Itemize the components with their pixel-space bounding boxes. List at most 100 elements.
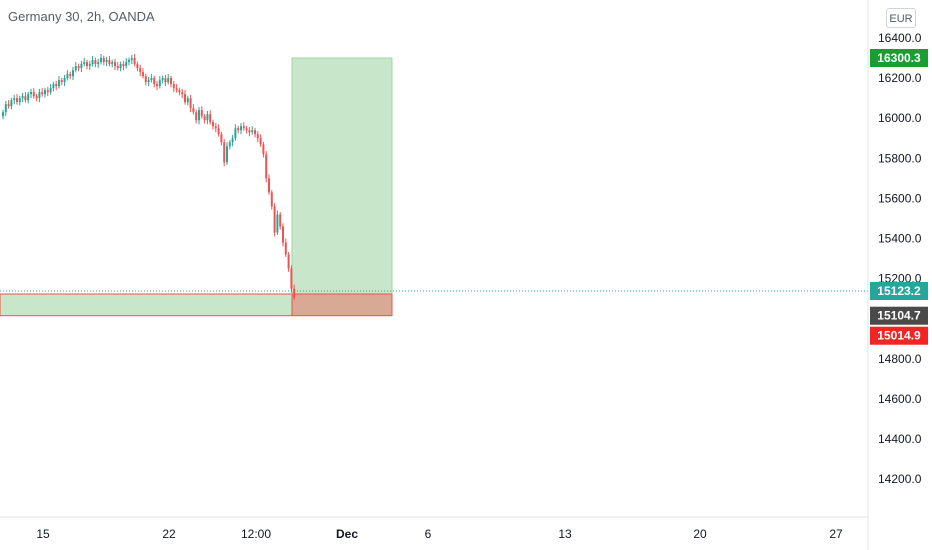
candle-body bbox=[226, 146, 228, 163]
candle-body bbox=[7, 104, 10, 107]
time-tick-label: 6 bbox=[425, 527, 432, 541]
candle-body bbox=[181, 92, 184, 95]
candle-body bbox=[293, 288, 296, 298]
candle-body bbox=[200, 110, 203, 117]
price-tag-label: 15014.9 bbox=[877, 329, 921, 343]
candle-body bbox=[164, 78, 167, 83]
candle-body bbox=[97, 62, 100, 65]
price-tag-entry bbox=[870, 281, 928, 300]
price-tag-target bbox=[870, 48, 928, 67]
candle-body bbox=[240, 126, 242, 131]
candle-body bbox=[212, 122, 214, 127]
candle-body bbox=[142, 72, 144, 77]
candle-body bbox=[144, 76, 147, 83]
candle-body bbox=[116, 66, 119, 69]
price-tick-label: 16000.0 bbox=[878, 111, 922, 125]
candle-body bbox=[265, 154, 268, 179]
candle-body bbox=[30, 92, 32, 95]
price-tag-label: 15123.2 bbox=[877, 284, 921, 298]
stop-zone bbox=[291, 293, 393, 317]
price-tag-label: 16300.3 bbox=[877, 51, 921, 65]
candle-body bbox=[206, 114, 209, 121]
candle-body bbox=[192, 108, 195, 113]
candle-body bbox=[178, 90, 181, 93]
candle-body bbox=[203, 116, 206, 121]
candle-body bbox=[256, 134, 259, 139]
candle-body bbox=[270, 192, 273, 207]
candle-body bbox=[223, 142, 226, 163]
candle-body bbox=[282, 226, 284, 243]
price-tag-stop bbox=[870, 326, 928, 345]
candle-body bbox=[108, 60, 111, 65]
candle-body bbox=[195, 112, 198, 121]
candle-body bbox=[2, 112, 4, 117]
time-tick-label: 20 bbox=[693, 527, 707, 541]
candle-body bbox=[91, 60, 94, 65]
candle-body bbox=[55, 84, 58, 87]
candle-body bbox=[167, 78, 170, 83]
candle-body bbox=[234, 128, 237, 139]
candle-body bbox=[161, 78, 164, 81]
candle-body bbox=[122, 64, 125, 67]
candle-body bbox=[83, 62, 86, 65]
candle-body bbox=[170, 78, 172, 85]
time-tick-label: 15 bbox=[36, 527, 50, 541]
candle-body bbox=[63, 78, 66, 83]
candle-body bbox=[287, 254, 290, 269]
price-tick-label: 15800.0 bbox=[878, 151, 922, 165]
candle-body bbox=[214, 126, 217, 129]
candle-body bbox=[259, 138, 262, 145]
candle-body bbox=[184, 94, 186, 103]
candle-body bbox=[16, 98, 18, 103]
time-tick-label: 13 bbox=[558, 527, 572, 541]
candle-body bbox=[69, 74, 72, 77]
candle-body bbox=[130, 58, 133, 61]
candle-body bbox=[18, 98, 21, 103]
candle-body bbox=[133, 58, 136, 65]
currency-badge[interactable]: EUR bbox=[886, 8, 916, 28]
candle-body bbox=[273, 206, 276, 233]
candle-body bbox=[290, 268, 293, 289]
candle-body bbox=[128, 60, 130, 63]
candle-body bbox=[66, 74, 69, 79]
range-band bbox=[0, 293, 293, 317]
target-zone bbox=[291, 57, 393, 295]
candle-body bbox=[114, 62, 116, 67]
candle-body bbox=[228, 142, 231, 147]
price-tick-label: 15400.0 bbox=[878, 232, 922, 246]
candle-body bbox=[46, 90, 49, 93]
candles bbox=[2, 54, 296, 301]
candle-body bbox=[86, 62, 88, 67]
price-tag-last bbox=[870, 306, 928, 325]
candle-body bbox=[136, 64, 139, 69]
candle-body bbox=[72, 70, 74, 77]
price-tags: 16300.3 15123.2 15104.7 15014.9 bbox=[870, 48, 928, 345]
candle-body bbox=[49, 88, 52, 93]
candle-body bbox=[209, 114, 212, 123]
candle-body bbox=[41, 92, 44, 95]
candle-body bbox=[38, 92, 41, 99]
candle-body bbox=[21, 96, 24, 99]
candle-body bbox=[102, 58, 105, 63]
price-tick-label: 16400.0 bbox=[878, 31, 922, 45]
price-tick-label: 16200.0 bbox=[878, 71, 922, 85]
candle-body bbox=[4, 104, 7, 113]
candle-body bbox=[217, 128, 220, 135]
candle-body bbox=[125, 62, 128, 67]
candle-body bbox=[58, 80, 60, 87]
candle-body bbox=[77, 66, 80, 69]
candle-body bbox=[94, 60, 97, 65]
candle-body bbox=[35, 96, 38, 99]
candle-body bbox=[60, 80, 63, 83]
time-tick-label: 22 bbox=[162, 527, 176, 541]
candle-body bbox=[254, 130, 256, 135]
candle-body bbox=[32, 92, 35, 97]
price-tick-label: 15600.0 bbox=[878, 191, 922, 205]
candle-body bbox=[80, 64, 83, 69]
candle-body bbox=[237, 128, 240, 131]
time-tick-label: 27 bbox=[829, 527, 843, 541]
candle-body bbox=[284, 242, 287, 255]
